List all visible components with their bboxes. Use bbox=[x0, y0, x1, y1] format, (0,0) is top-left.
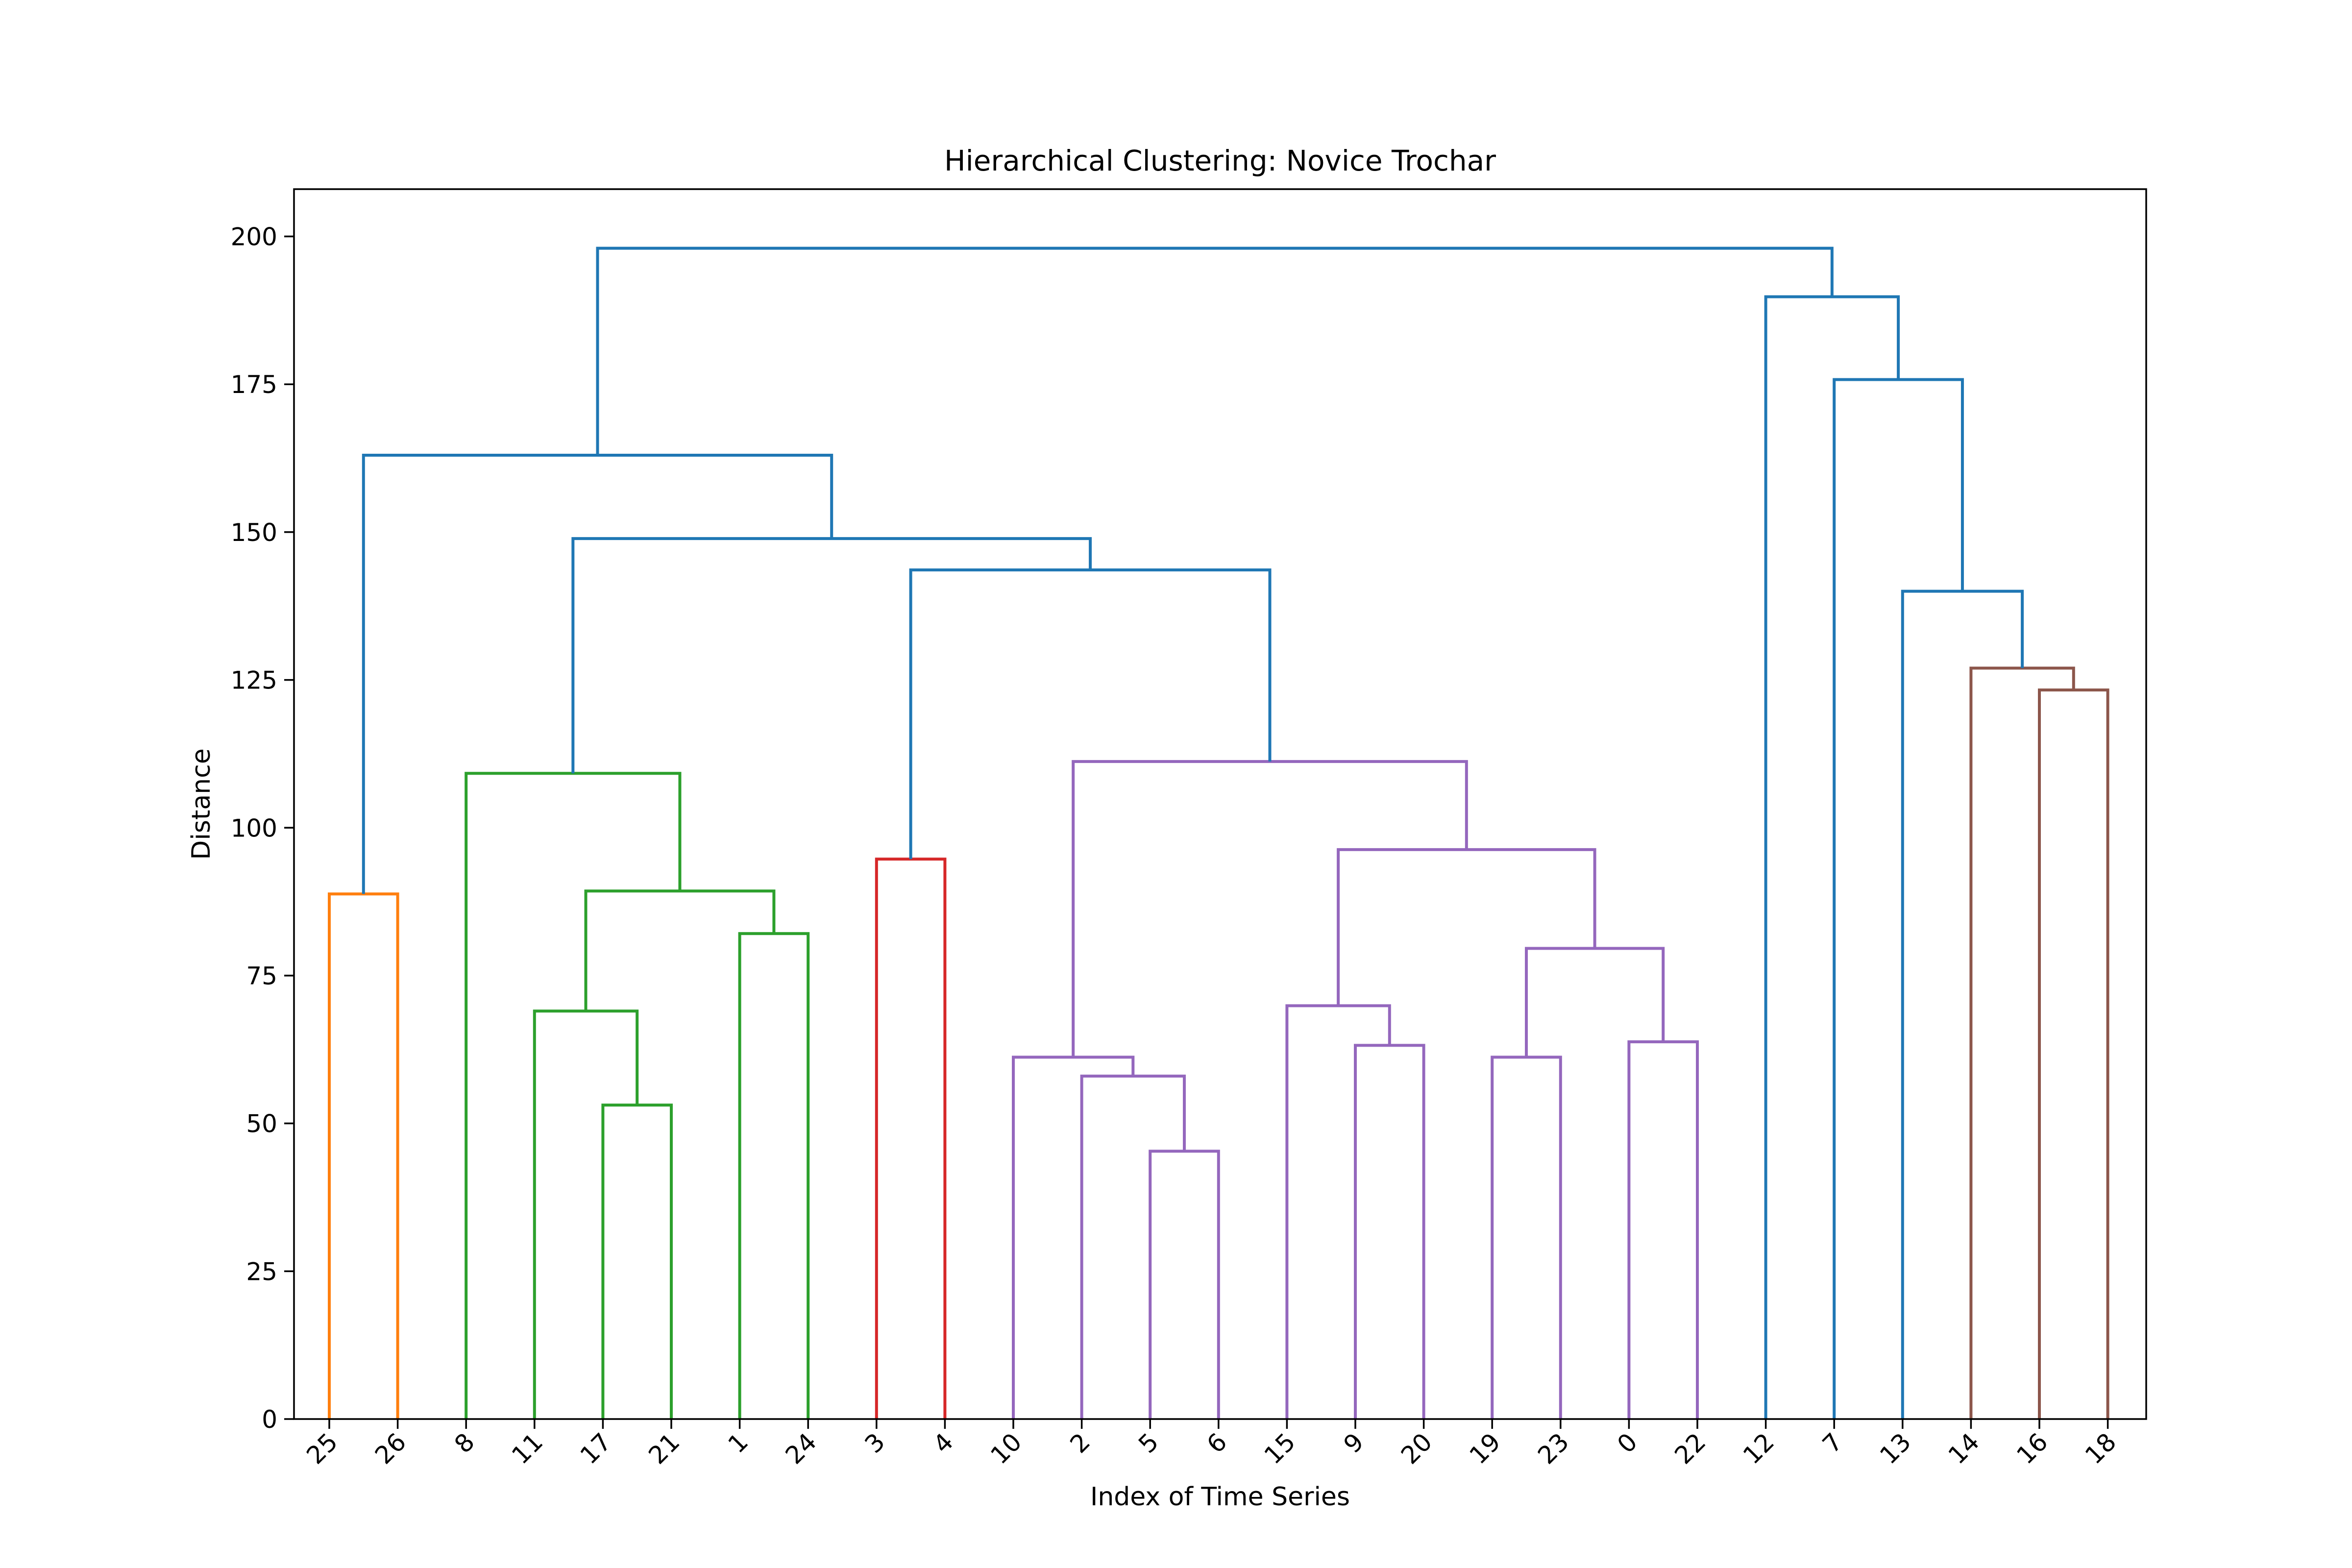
x-tick-label: 19 bbox=[1464, 1427, 1506, 1470]
x-tick-label: 7 bbox=[1817, 1427, 1848, 1459]
dendrogram-link-blue bbox=[596, 246, 1834, 456]
dendrogram-link-purple bbox=[1149, 1150, 1220, 1419]
x-tick-label: 26 bbox=[369, 1427, 412, 1470]
dendrogram-links bbox=[328, 246, 2109, 1419]
x-tick-label: 2 bbox=[1065, 1427, 1096, 1459]
dendrogram-link-blue bbox=[1764, 295, 1900, 1419]
x-tick-label: 22 bbox=[1669, 1427, 1711, 1470]
x-tick-label: 12 bbox=[1738, 1427, 1780, 1470]
dendrogram-link-purple bbox=[1627, 1040, 1699, 1419]
dendrogram-link-green bbox=[465, 772, 682, 1419]
x-axis-label: Index of Time Series bbox=[1090, 1482, 1350, 1512]
dendrogram-link-red bbox=[875, 858, 947, 1419]
dendrogram-link-blue bbox=[362, 454, 833, 894]
y-axis-label: Distance bbox=[187, 748, 216, 859]
x-tick-label: 10 bbox=[985, 1427, 1027, 1470]
plot-frame bbox=[293, 188, 2147, 1420]
x-tick-label: 21 bbox=[643, 1427, 685, 1470]
dendrogram-link-purple bbox=[1012, 1055, 1135, 1419]
x-tick-label: 8 bbox=[449, 1427, 480, 1459]
y-axis: 0 25 50 75 100 125 150 175 200 bbox=[231, 223, 294, 1434]
x-tick-label: 1 bbox=[723, 1427, 754, 1459]
dendrogram-link-purple bbox=[1337, 848, 1596, 1006]
y-tick-label: 0 bbox=[262, 1405, 277, 1434]
x-axis: 25 26 8 11 17 21 1 24 3 4 10 2 5 6 15 9 20 19 23 0 22 12 7 13 14… bbox=[301, 1419, 2122, 1470]
dendrogram-link-blue bbox=[909, 568, 1272, 859]
y-tick-label: 100 bbox=[231, 814, 277, 842]
dendrogram-link-purple bbox=[1491, 1055, 1562, 1419]
x-tick-label: 5 bbox=[1133, 1427, 1164, 1459]
chart-title: Hierarchical Clustering: Novice Trochar bbox=[944, 144, 1496, 177]
dendrogram-link-purple bbox=[1080, 1075, 1186, 1419]
x-tick-label: 9 bbox=[1338, 1427, 1370, 1459]
x-tick-label: 13 bbox=[1874, 1427, 1916, 1470]
x-tick-label: 18 bbox=[2080, 1427, 2122, 1470]
dendrogram-link-green bbox=[533, 1009, 639, 1419]
dendrogram-link-green bbox=[601, 1103, 673, 1419]
dendrogram-link-blue bbox=[1833, 378, 1964, 1419]
y-tick-label: 125 bbox=[231, 666, 277, 695]
dendrogram-link-green bbox=[738, 932, 810, 1419]
x-tick-label: 15 bbox=[1259, 1427, 1301, 1470]
y-tick-label: 175 bbox=[231, 370, 277, 399]
y-tick-label: 200 bbox=[231, 223, 277, 251]
dendrogram-link-brown bbox=[2038, 688, 2109, 1419]
x-tick-label: 4 bbox=[928, 1427, 959, 1459]
x-tick-label: 6 bbox=[1201, 1427, 1233, 1459]
dendrogram-link-purple bbox=[1354, 1044, 1425, 1419]
x-tick-label: 25 bbox=[301, 1427, 343, 1470]
dendrogram-link-green bbox=[584, 889, 776, 1011]
x-tick-label: 20 bbox=[1396, 1427, 1438, 1470]
dendrogram-link-purple bbox=[1072, 760, 1468, 1057]
x-tick-label: 14 bbox=[1943, 1427, 1985, 1470]
x-tick-label: 24 bbox=[780, 1427, 822, 1470]
x-tick-label: 16 bbox=[2011, 1427, 2053, 1470]
y-tick-label: 75 bbox=[246, 962, 277, 990]
x-tick-label: 23 bbox=[1532, 1427, 1574, 1470]
dendrogram-link-blue bbox=[571, 537, 1092, 774]
x-tick-label: 17 bbox=[575, 1427, 617, 1470]
y-tick-label: 25 bbox=[246, 1257, 277, 1286]
x-tick-label: 3 bbox=[859, 1427, 891, 1459]
x-tick-label: 0 bbox=[1612, 1427, 1643, 1459]
dendrogram-link-orange bbox=[328, 892, 399, 1419]
y-tick-label: 50 bbox=[246, 1110, 277, 1138]
dendrogram-link-blue bbox=[1901, 589, 2024, 1419]
y-tick-label: 150 bbox=[231, 518, 277, 547]
dendrogram-link-purple bbox=[1285, 1004, 1391, 1419]
x-tick-label: 11 bbox=[506, 1427, 548, 1470]
dendrogram-link-brown bbox=[1969, 666, 2075, 1419]
